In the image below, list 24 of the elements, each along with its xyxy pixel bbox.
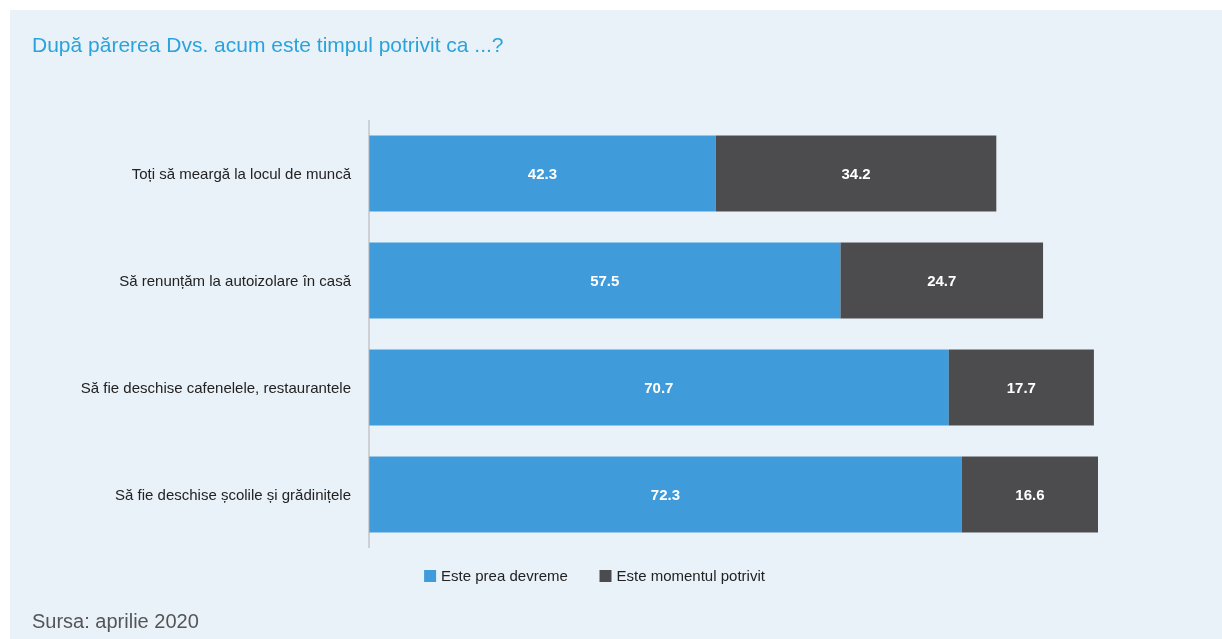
bar [715,135,997,212]
data-label: 72.3 [650,485,681,503]
bar [369,456,962,533]
y-tick-label: Toți să meargă la locul de muncă [131,164,352,182]
y-tick-label: Să renunțăm la autoizolare în casă [119,271,352,289]
y-tick-label: Să fie deschise școlile și grădinițele [115,485,351,503]
data-label: 16.6 [1015,485,1045,503]
legend-label: Este momentul potrivit [616,567,766,585]
bar [369,242,841,319]
bar [961,456,1098,533]
data-label: 42.3 [527,164,558,182]
data-label: 57.5 [590,271,620,289]
bar [948,349,1094,426]
text: Sursa: aprilie 2020 [32,610,199,632]
data-label: 17.7 [1006,378,1036,396]
data-label: 34.2 [841,164,871,182]
y-tick-label: Să fie deschise cafenelele, restaurantele [80,378,351,396]
data-label: 24.7 [927,271,957,289]
bar [369,135,716,212]
bar [369,349,949,426]
legend-label: Este prea devreme [441,567,568,585]
data-label: 70.7 [644,378,674,396]
bar [840,242,1044,319]
chart-title: După părerea Dvs. acum este timpul potrivit ca ...? [32,33,504,56]
